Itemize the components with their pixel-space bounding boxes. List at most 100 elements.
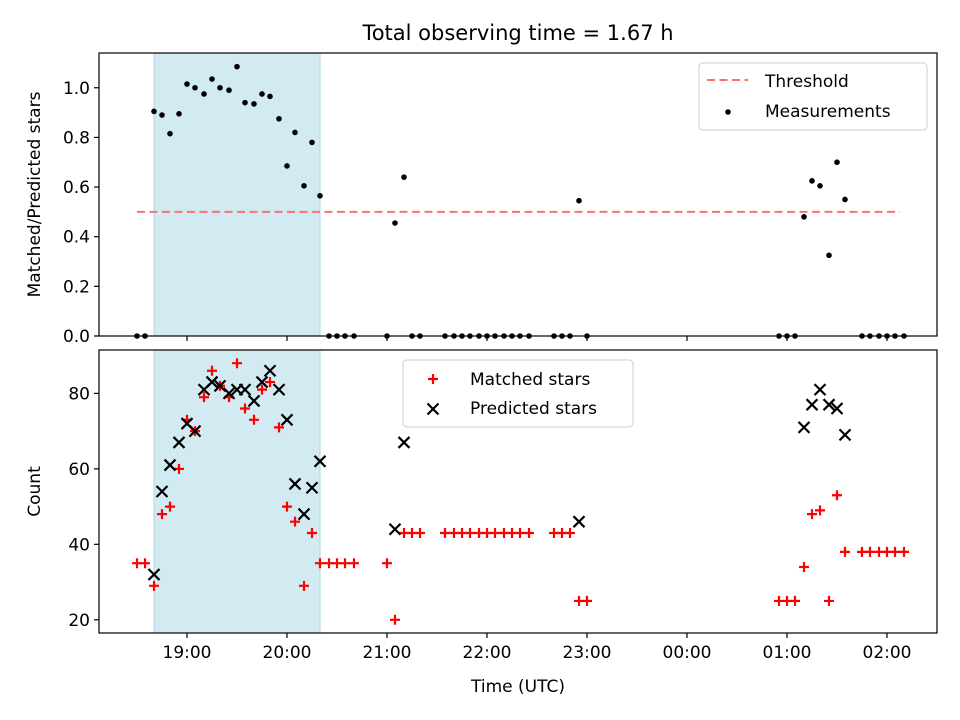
- predicted-stars-point-0: [147, 568, 161, 581]
- matched-stars-point-56: [840, 546, 850, 557]
- measurements-point-10: [217, 84, 223, 91]
- matched-stars-point-54: [824, 595, 834, 606]
- matched-stars-point-2: [149, 580, 159, 591]
- predicted-stars-point-26: [813, 383, 827, 396]
- top-axes-frame: [98, 52, 938, 337]
- top-shaded-region: [153, 52, 321, 337]
- measurements-point-56: [842, 196, 848, 203]
- xtick-label-7: 02:00: [863, 643, 912, 663]
- predicted-stars-point-19: [305, 481, 319, 495]
- matched-stars-point-13: [240, 403, 250, 414]
- legend-matched-label: Matched stars: [470, 370, 590, 390]
- top-ytick-label-1: 0.2: [63, 277, 90, 297]
- top-ytick-label-5: 1.0: [63, 79, 90, 99]
- matched-stars-point-62: [899, 546, 909, 557]
- measurements-point-16: [267, 93, 273, 100]
- matched-stars-point-58: [865, 546, 875, 557]
- matched-stars-point-18: [282, 501, 292, 512]
- predicted-stars-point-17: [288, 477, 302, 491]
- measurements-point-13: [242, 99, 248, 106]
- matched-stars-point-50: [790, 595, 800, 606]
- predicted-stars-point-16: [280, 413, 294, 427]
- predicted-stars-point-5: [188, 424, 202, 438]
- matched-stars-point-52: [807, 509, 817, 520]
- bottom-axes-frame: [98, 349, 938, 634]
- measurements-point-52: [809, 178, 815, 184]
- measurements-point-51: [801, 214, 807, 220]
- legend-measurements-swatch: [725, 109, 731, 115]
- predicted-stars-point-28: [830, 402, 844, 415]
- xtick-label-0: 19:00: [163, 643, 212, 663]
- predicted-stars-point-18: [297, 507, 311, 521]
- panel-bottom: 20 40 60 80 19:00 20:00 21:00 22:00 23:00 00:00 01…: [25, 349, 938, 697]
- matched-stars-point-22: [315, 558, 325, 569]
- matched-stars-point-8: [199, 392, 209, 403]
- predicted-stars-point-29: [838, 428, 852, 442]
- top-ytick-label-0: 0.0: [63, 327, 90, 347]
- measurements-point-14: [251, 101, 257, 107]
- matched-stars-point-27: [382, 558, 392, 569]
- measurements-point-53: [817, 183, 823, 189]
- top-ytick-label-3: 0.6: [63, 178, 90, 198]
- predicted-stars-point-9: [222, 387, 236, 400]
- matched-stars-point-17: [274, 422, 284, 433]
- predicted-stars-point-13: [255, 375, 269, 389]
- xtick-label-1: 20:00: [263, 643, 312, 663]
- matched-stars-point-3: [157, 509, 167, 520]
- predicted-stars-point-25: [805, 398, 819, 411]
- predicted-stars-point-3: [172, 436, 186, 449]
- predicted-stars-point-14: [263, 364, 277, 378]
- predicted-stars-point-22: [397, 436, 411, 449]
- xtick-label-4: 23:00: [563, 643, 612, 663]
- matched-stars-point-55: [832, 490, 842, 501]
- matched-stars-point-31: [415, 528, 425, 539]
- top-ytick-label-4: 0.8: [63, 128, 90, 148]
- matched-stars-point-1: [140, 558, 150, 569]
- matched-stars-point-32: [440, 528, 450, 539]
- measurements-point-2: [151, 108, 157, 115]
- matched-stars-point-15: [257, 384, 267, 395]
- bottom-shaded-region: [153, 349, 321, 634]
- matched-stars-point-19: [290, 516, 300, 527]
- xtick-label-6: 01:00: [763, 643, 812, 663]
- matched-stars-point-41: [515, 528, 525, 539]
- matched-stars-point-47: [582, 595, 592, 606]
- measurements-point-22: [317, 192, 323, 199]
- legend-predicted-swatch: [426, 402, 440, 416]
- predicted-stars-point-20: [313, 455, 327, 468]
- predicted-stars-point-1: [155, 485, 169, 498]
- top-ytick-label-2: 0.4: [63, 228, 90, 248]
- measurements-point-8: [201, 91, 207, 97]
- legend-predicted-label: Predicted stars: [470, 399, 597, 419]
- predicted-stars-point-15: [272, 383, 286, 396]
- panel-top: 0.0 0.2 0.4 0.6 0.8 1.0 Matched/Predicted star…: [25, 52, 938, 347]
- xtick-label-5: 00:00: [663, 643, 712, 663]
- measurements-point-15: [259, 91, 265, 97]
- matched-stars-point-61: [890, 546, 900, 557]
- matched-stars-point-4: [165, 501, 175, 512]
- chart-title: Total observing time = 1.67 h: [361, 21, 673, 45]
- measurements-point-54: [826, 252, 832, 259]
- matched-stars-point-28: [390, 614, 400, 625]
- matched-stars-point-14: [249, 414, 259, 425]
- measurements-point-4: [167, 130, 173, 137]
- matched-stars-point-9: [207, 365, 217, 376]
- measurements-point-28: [392, 220, 398, 226]
- measurements-point-19: [292, 129, 298, 136]
- matched-stars-point-21: [307, 528, 317, 539]
- predicted-stars-point-21: [388, 522, 402, 536]
- matched-stars-point-45: [565, 528, 575, 539]
- bottom-ytick-label-3: 80: [68, 384, 90, 404]
- matched-stars-point-38: [490, 528, 500, 539]
- xtick-label-2: 21:00: [363, 643, 412, 663]
- matched-stars-point-5: [174, 463, 184, 474]
- predicted-stars-point-2: [163, 458, 177, 472]
- predicted-stars-point-11: [238, 383, 252, 396]
- predicted-stars-point-23: [572, 515, 586, 528]
- legend-top: [698, 62, 928, 131]
- matched-stars-point-25: [340, 558, 350, 569]
- matched-stars-point-26: [349, 558, 359, 569]
- predicted-stars-point-27: [822, 398, 836, 411]
- matched-stars-point-51: [799, 561, 809, 572]
